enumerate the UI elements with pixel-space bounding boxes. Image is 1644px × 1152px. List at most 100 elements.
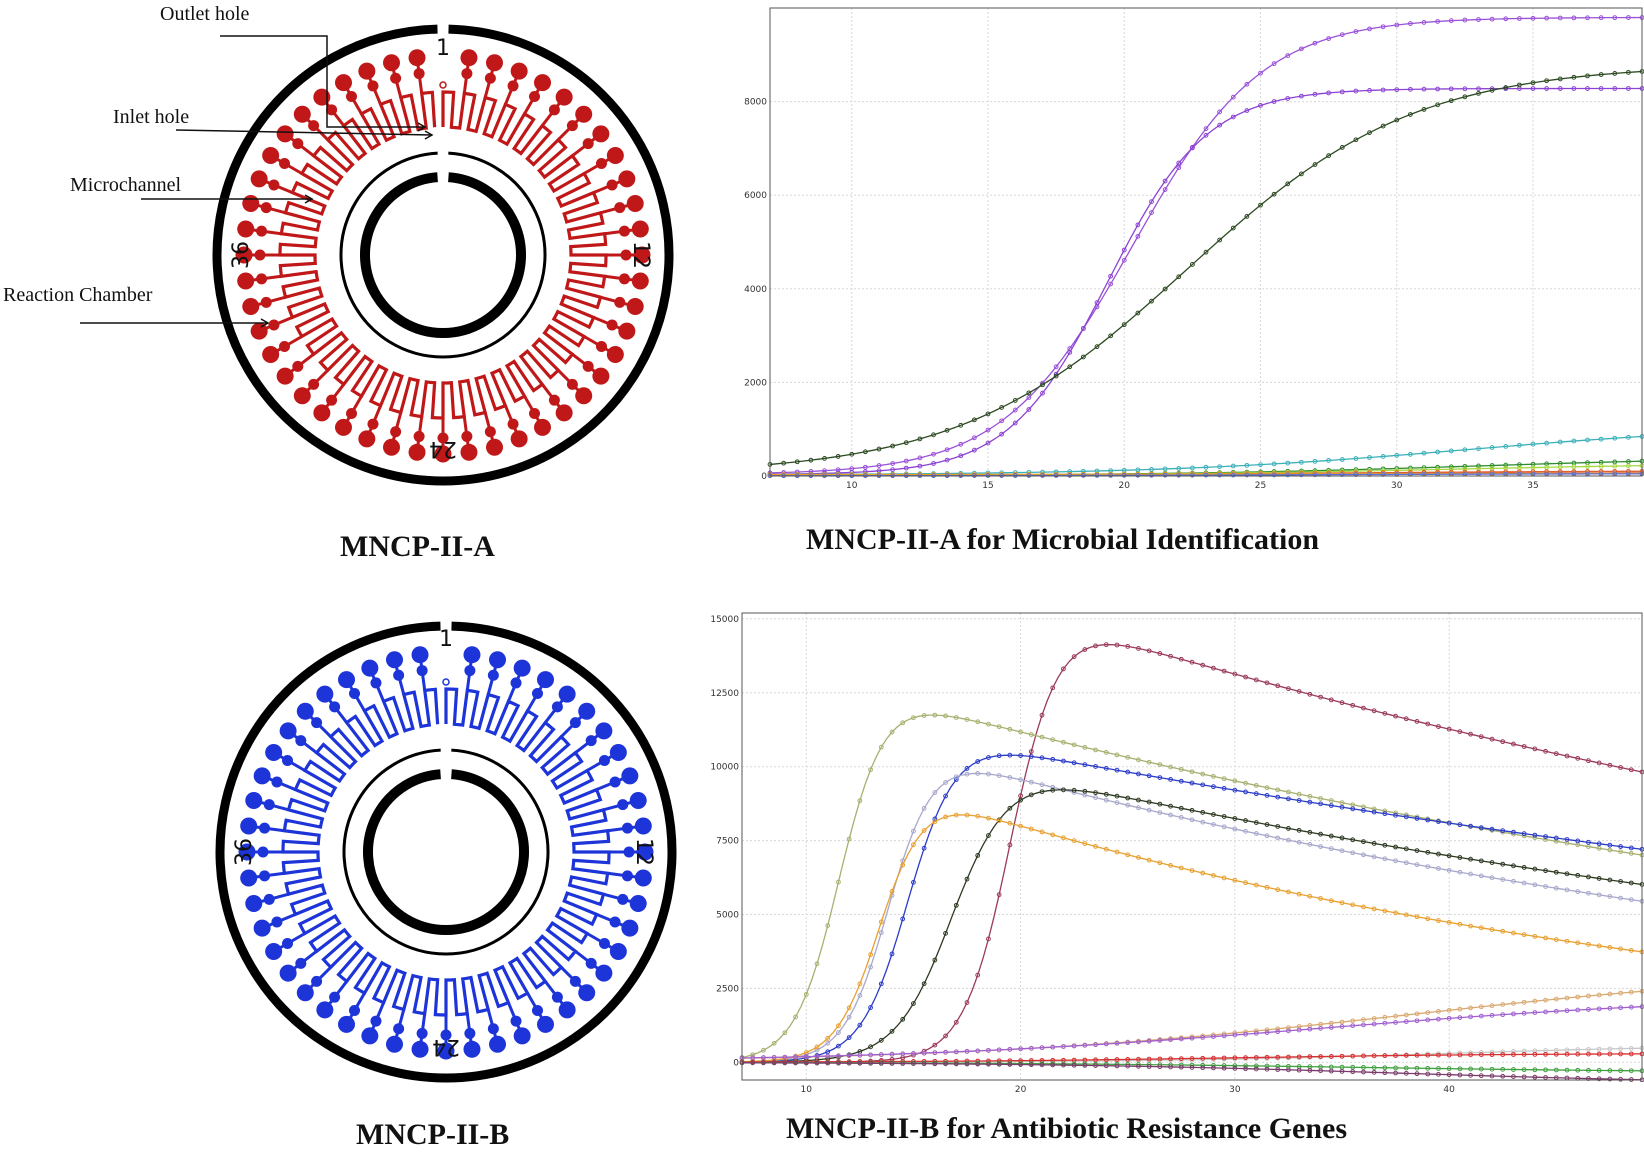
series-marker <box>1050 737 1056 743</box>
series-marker <box>1393 1070 1398 1076</box>
reaction-chamber <box>489 651 507 669</box>
valve-dot <box>349 1004 360 1016</box>
series-marker <box>814 1060 820 1066</box>
series-marker <box>868 964 873 970</box>
series-marker <box>1093 1057 1098 1063</box>
series-marker <box>971 435 977 441</box>
series-marker <box>903 458 909 464</box>
series-marker <box>1585 73 1590 79</box>
valve-dot <box>268 319 280 331</box>
series-marker <box>1230 472 1236 478</box>
series-marker <box>1157 775 1163 781</box>
series-marker <box>1414 914 1420 920</box>
series-marker <box>1564 1067 1570 1073</box>
series-marker <box>975 813 981 819</box>
series-marker <box>1221 1033 1227 1039</box>
series-marker <box>1476 446 1481 452</box>
series-marker <box>1312 91 1318 97</box>
valve-dot <box>259 870 271 882</box>
series-marker <box>943 713 948 719</box>
reaction-chamber <box>606 147 624 164</box>
series-marker <box>975 1061 981 1067</box>
series-marker <box>1114 1063 1120 1069</box>
series-marker <box>803 1054 809 1060</box>
y-tick-label: 0 <box>733 1058 739 1068</box>
chart-2-frame <box>741 612 1643 1081</box>
series-marker <box>1382 1053 1388 1059</box>
series-marker <box>1007 820 1013 826</box>
series-marker <box>1125 1063 1131 1069</box>
series-marker <box>822 455 827 461</box>
series-marker <box>1382 842 1388 848</box>
series-marker <box>1446 726 1452 732</box>
chip-b-inner-rings <box>342 748 550 956</box>
series-marker <box>1511 1074 1516 1079</box>
series-marker <box>1286 1054 1291 1060</box>
series-marker <box>975 759 981 764</box>
reaction-chamber <box>262 346 280 363</box>
series-marker <box>1082 788 1088 794</box>
series-marker <box>1221 824 1227 830</box>
series-marker <box>921 845 927 851</box>
series-marker <box>836 1043 841 1049</box>
series-marker <box>1598 436 1604 442</box>
series-marker <box>836 879 841 885</box>
reaction-chamber <box>240 817 258 835</box>
series-marker <box>1050 1062 1056 1068</box>
valve-dot <box>413 430 425 442</box>
series-marker <box>1232 877 1238 883</box>
valve-dot <box>621 822 633 834</box>
series-marker <box>1543 935 1548 941</box>
series-marker <box>1612 435 1618 441</box>
series-marker <box>1607 1046 1613 1052</box>
series-marker <box>1516 462 1522 468</box>
series-marker <box>1103 791 1109 797</box>
valve-dot <box>390 72 402 84</box>
series-marker <box>1543 834 1548 839</box>
series-marker <box>1564 938 1570 944</box>
valve-dot <box>614 296 626 308</box>
series-marker <box>1178 815 1184 820</box>
series-marker <box>1462 447 1468 453</box>
series-marker <box>1307 691 1313 697</box>
series-marker <box>1093 795 1098 800</box>
series-marker <box>1575 872 1581 878</box>
series-marker <box>1393 1013 1398 1019</box>
series-marker <box>1607 1051 1613 1057</box>
series-marker <box>1361 808 1366 813</box>
series-marker <box>1575 1067 1581 1073</box>
y-tick-label: 2000 <box>744 378 767 388</box>
series-marker <box>1382 908 1388 914</box>
series-marker <box>1071 654 1077 660</box>
x-tick-label: 10 <box>801 1085 813 1095</box>
series-marker <box>1039 782 1045 788</box>
reaction-chamber <box>276 367 294 385</box>
y-tick-label: 4000 <box>744 285 767 295</box>
series-marker <box>1028 826 1034 832</box>
series-marker <box>1232 816 1238 821</box>
series-marker <box>1028 732 1034 737</box>
series-marker <box>964 1048 970 1054</box>
series-marker <box>1489 1012 1495 1018</box>
series-marker <box>1253 1055 1259 1060</box>
series-marker <box>1296 891 1302 897</box>
series-marker <box>1511 1049 1516 1054</box>
series-marker <box>958 422 964 428</box>
series-marker <box>1018 823 1023 829</box>
series-marker <box>1436 918 1441 923</box>
series-marker <box>1436 1016 1441 1022</box>
series-marker <box>1203 249 1209 255</box>
y-tick-label: 7500 <box>716 837 739 847</box>
series-marker <box>878 744 884 750</box>
series-marker <box>1168 862 1173 868</box>
series-marker <box>1571 438 1577 444</box>
series-marker <box>1421 107 1427 112</box>
valve-dot <box>529 91 540 103</box>
series-marker <box>1564 887 1570 893</box>
series-marker <box>1421 86 1427 92</box>
series-marker <box>1446 820 1452 826</box>
y-tick-label: 6000 <box>744 191 767 201</box>
series-marker <box>846 1035 852 1041</box>
